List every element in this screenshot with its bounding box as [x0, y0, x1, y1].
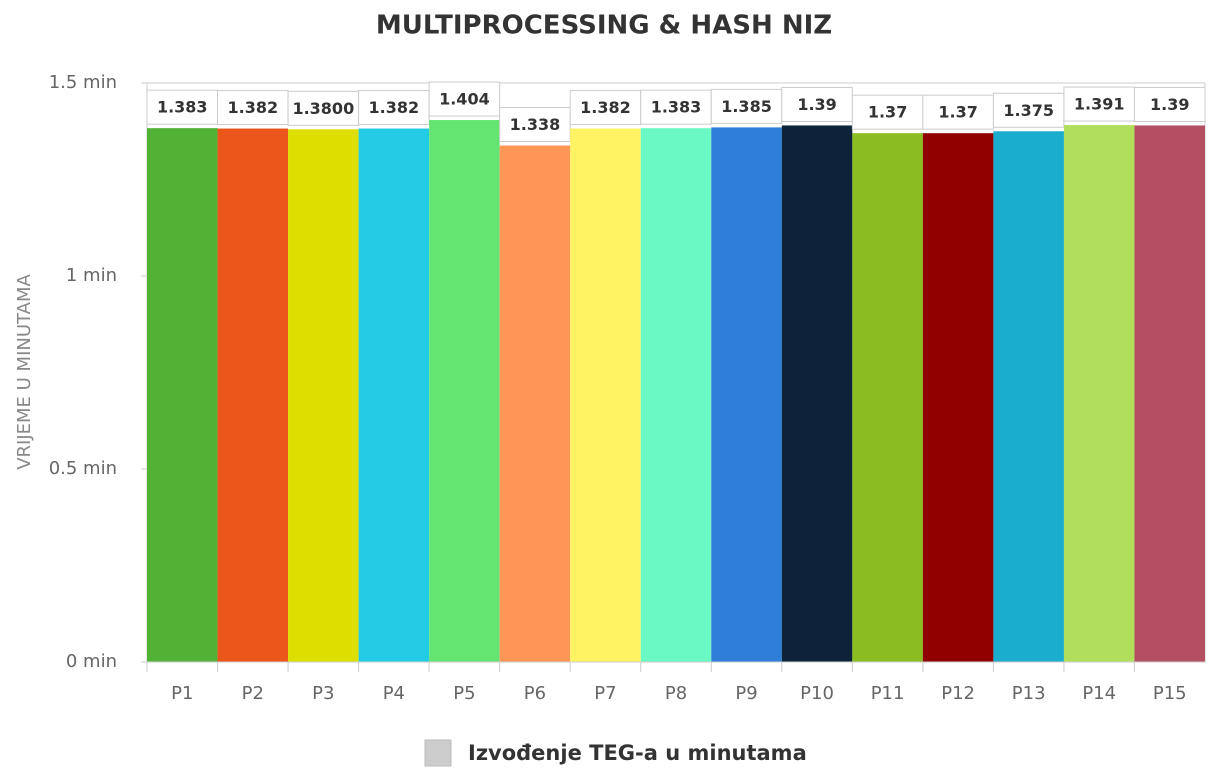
data-label-box — [851, 94, 924, 130]
bar — [147, 128, 218, 663]
data-label: 1.338 — [510, 115, 561, 134]
data-label: 1.383 — [651, 98, 702, 117]
bar — [781, 125, 853, 662]
data-label-box — [710, 88, 783, 124]
bar — [640, 128, 712, 663]
data-label: 1.37 — [868, 103, 907, 122]
x-tick-label: P7 — [594, 683, 616, 704]
x-tick-label: P10 — [800, 683, 834, 704]
data-label-box — [287, 90, 360, 126]
y-tick-label: 1.5 min — [49, 72, 117, 93]
data-label: 1.385 — [721, 97, 772, 116]
x-tick-label: P4 — [383, 683, 405, 704]
x-tick-label: P5 — [453, 683, 475, 704]
bar — [711, 127, 782, 662]
data-label-box — [428, 81, 501, 117]
data-label: 1.383 — [157, 98, 208, 117]
bar — [217, 128, 289, 663]
bar — [852, 133, 923, 662]
bar — [1063, 125, 1135, 663]
x-tick-label: P15 — [1153, 683, 1187, 704]
data-label: 1.382 — [580, 98, 631, 117]
y-axis-label: VRIJEME U MINUTAMA — [14, 274, 35, 470]
x-tick-label: P1 — [171, 683, 193, 704]
y-tick-label: 0 min — [66, 651, 117, 672]
data-label-box — [992, 92, 1065, 128]
data-label: 1.391 — [1074, 95, 1125, 114]
x-tick-label: P2 — [242, 683, 264, 704]
bar — [429, 120, 500, 662]
data-label: 1.404 — [439, 90, 490, 109]
data-label: 1.39 — [797, 95, 836, 114]
x-tick-label: P3 — [312, 683, 334, 704]
x-tick-label: P12 — [941, 683, 975, 704]
bar — [499, 145, 571, 663]
data-label: 1.37 — [938, 103, 977, 122]
y-tick-label: 0.5 min — [49, 458, 117, 479]
x-tick-label: P6 — [524, 683, 546, 704]
legend-label[interactable]: Izvođenje TEG-a u minutama — [468, 741, 807, 765]
data-label: 1.382 — [369, 98, 420, 117]
data-label: 1.382 — [227, 98, 278, 117]
data-label-box — [922, 94, 994, 130]
data-label-box — [499, 107, 571, 143]
chart-title: MULTIPROCESSING & HASH NIZ — [376, 11, 832, 41]
x-tick-label: P9 — [735, 683, 757, 704]
bar — [922, 133, 994, 662]
legend-swatch[interactable] — [424, 739, 452, 767]
data-label: 1.3800 — [292, 99, 354, 118]
x-tick-label: P14 — [1082, 683, 1116, 704]
data-label-box — [146, 89, 219, 125]
x-tick-label: P13 — [1012, 683, 1046, 704]
data-label-box — [781, 86, 853, 122]
data-label-box — [1063, 86, 1135, 122]
x-tick-label: P8 — [665, 683, 687, 704]
data-label-box — [1133, 86, 1206, 122]
bar — [1134, 125, 1205, 662]
bar — [993, 131, 1064, 662]
bar — [570, 128, 641, 663]
bar — [358, 128, 430, 663]
y-tick-label: 1 min — [66, 265, 117, 286]
data-label-box — [640, 89, 712, 125]
data-label-box — [217, 90, 289, 126]
data-label: 1.39 — [1150, 95, 1189, 114]
data-label: 1.375 — [1003, 101, 1054, 120]
bar — [288, 129, 359, 662]
x-tick-label: P11 — [871, 683, 905, 704]
